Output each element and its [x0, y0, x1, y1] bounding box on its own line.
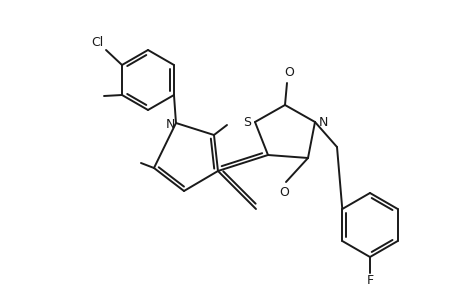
- Text: O: O: [284, 67, 293, 80]
- Text: S: S: [242, 116, 251, 128]
- Text: N: N: [165, 118, 174, 131]
- Text: Cl: Cl: [91, 37, 103, 50]
- Text: O: O: [279, 185, 288, 199]
- Text: N: N: [318, 116, 327, 128]
- Text: F: F: [366, 274, 373, 287]
